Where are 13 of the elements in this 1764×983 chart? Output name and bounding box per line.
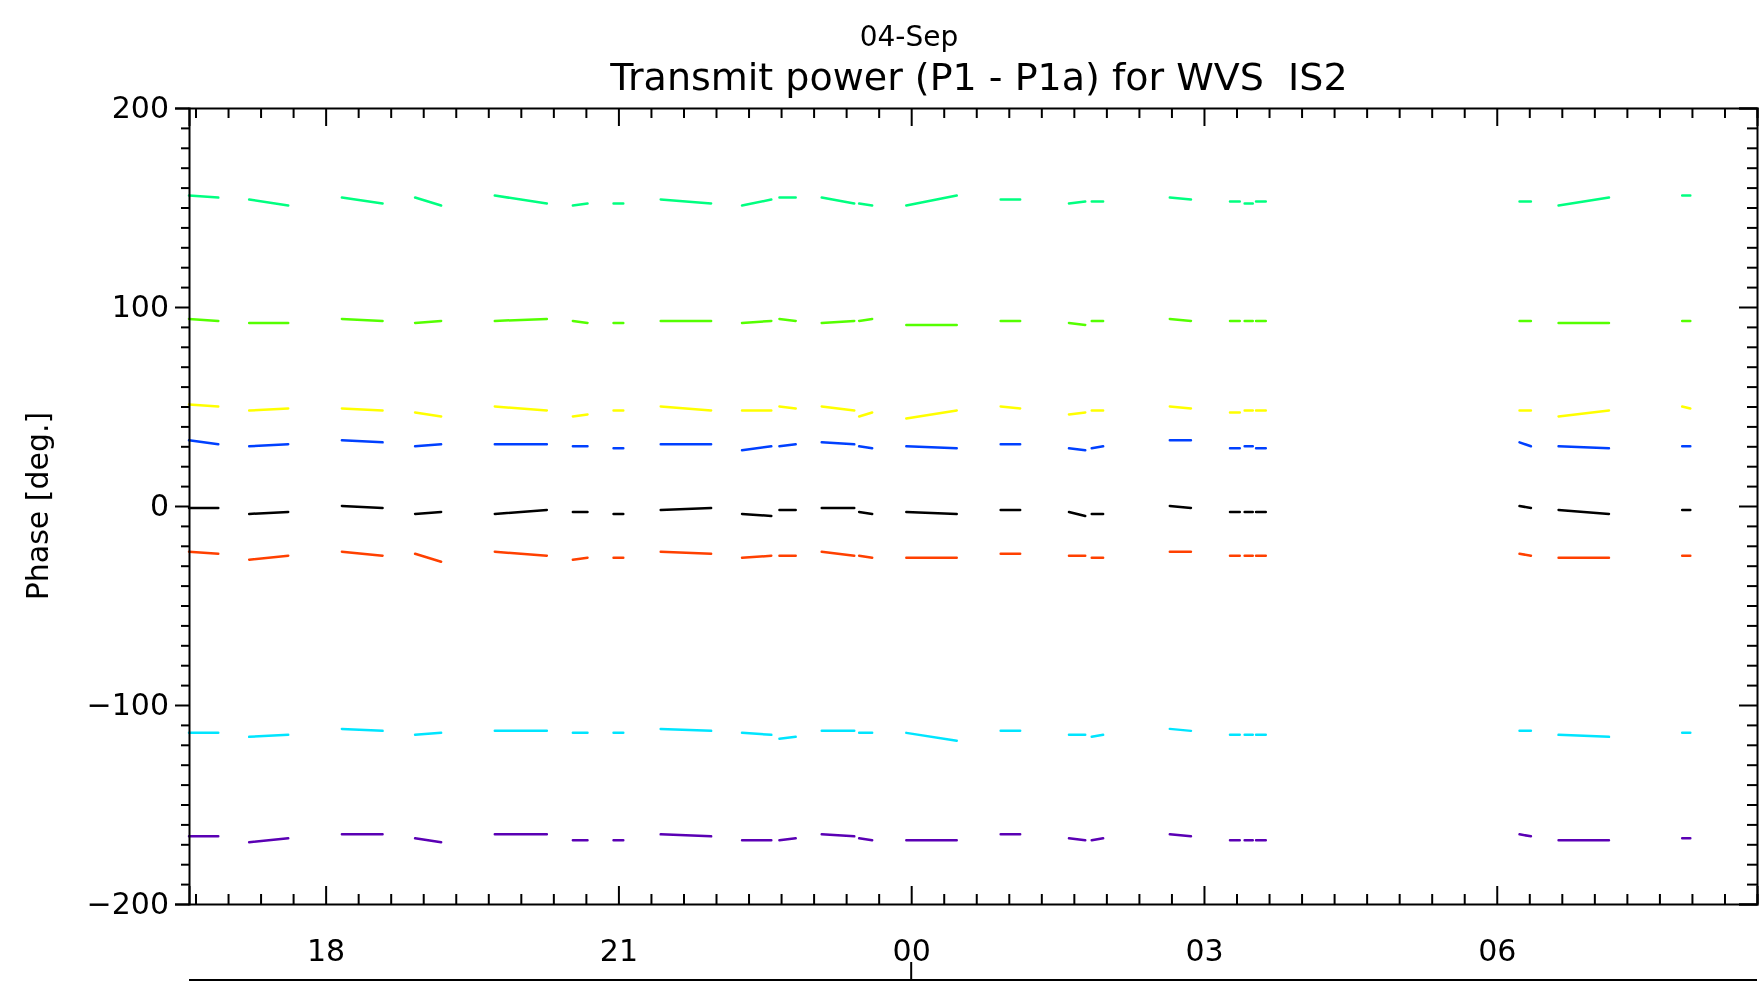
- y-tick-label: 100: [111, 289, 169, 325]
- x-tick-label: 18: [307, 933, 346, 969]
- y-tick-label: 0: [149, 488, 169, 524]
- chart-subtitle: 04-Sep: [859, 20, 959, 53]
- y-axis-title: Phase [deg.]: [20, 411, 55, 601]
- y-tick-label: −100: [86, 687, 169, 723]
- y-tick-label: −200: [86, 886, 169, 922]
- y-tick-label: 200: [111, 90, 169, 126]
- x-tick-label: 21: [599, 933, 638, 969]
- chart-title: Transmit power (P1 - P1a) for WVS IS2: [609, 55, 1348, 99]
- x-tick-label: 06: [1478, 933, 1517, 969]
- x-tick-label: 00: [892, 933, 931, 969]
- x-tick-label: 03: [1185, 933, 1224, 969]
